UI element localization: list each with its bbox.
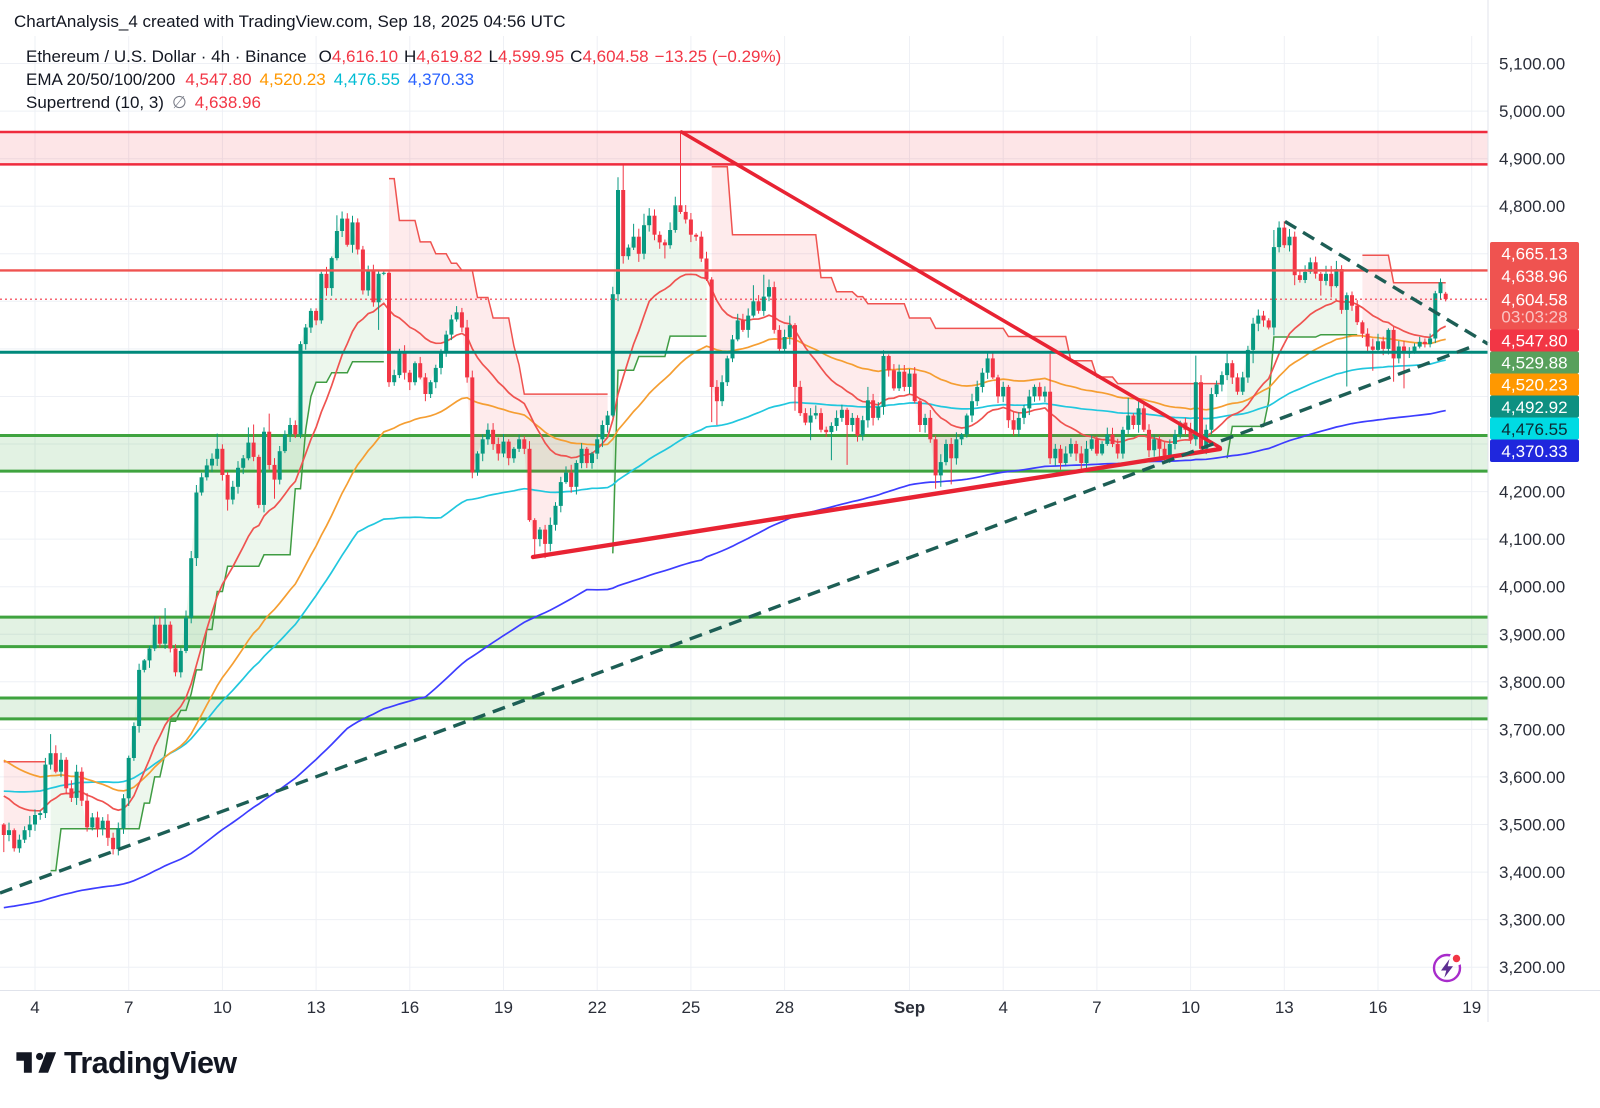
svg-text:03:03:28: 03:03:28 — [1501, 308, 1567, 327]
svg-text:22: 22 — [588, 998, 607, 1017]
svg-text:4,665.13: 4,665.13 — [1501, 245, 1567, 264]
svg-text:5,100.00: 5,100.00 — [1499, 55, 1565, 74]
svg-text:4,520.23: 4,520.23 — [1501, 376, 1567, 395]
svg-text:4,370.33: 4,370.33 — [1501, 442, 1567, 461]
svg-text:4,800.00: 4,800.00 — [1499, 197, 1565, 216]
svg-text:4,547.80: 4,547.80 — [1501, 332, 1567, 351]
svg-text:3,500.00: 3,500.00 — [1499, 816, 1565, 835]
svg-text:7: 7 — [124, 998, 133, 1017]
svg-text:5,000.00: 5,000.00 — [1499, 102, 1565, 121]
svg-text:Ethereum / U.S. Dollar · 4h ·: Ethereum / U.S. Dollar · 4h · Binance O4,… — [26, 47, 781, 66]
svg-text:7: 7 — [1092, 998, 1101, 1017]
svg-text:ChartAnalysis_4 created with T: ChartAnalysis_4 created with TradingView… — [14, 12, 566, 31]
svg-text:4,900.00: 4,900.00 — [1499, 150, 1565, 169]
svg-text:Supertrend (10, 3)∅4,638.96: Supertrend (10, 3) ∅ 4,638.96 — [26, 93, 261, 112]
svg-text:3,800.00: 3,800.00 — [1499, 673, 1565, 692]
svg-text:13: 13 — [307, 998, 326, 1017]
svg-text:10: 10 — [213, 998, 232, 1017]
svg-text:3,600.00: 3,600.00 — [1499, 768, 1565, 787]
svg-text:4,529.88: 4,529.88 — [1501, 354, 1567, 373]
svg-text:4,638.96: 4,638.96 — [1501, 267, 1567, 286]
svg-text:4: 4 — [30, 998, 39, 1017]
svg-text:Sep: Sep — [894, 998, 925, 1017]
svg-text:28: 28 — [775, 998, 794, 1017]
svg-text:3,300.00: 3,300.00 — [1499, 911, 1565, 930]
svg-text:4: 4 — [998, 998, 1007, 1017]
svg-text:4,100.00: 4,100.00 — [1499, 530, 1565, 549]
svg-text:3,700.00: 3,700.00 — [1499, 720, 1565, 739]
svg-text:3,900.00: 3,900.00 — [1499, 625, 1565, 644]
svg-text:4,604.58: 4,604.58 — [1501, 290, 1567, 309]
svg-text:16: 16 — [400, 998, 419, 1017]
svg-text:25: 25 — [681, 998, 700, 1017]
svg-text:13: 13 — [1275, 998, 1294, 1017]
svg-text:3,200.00: 3,200.00 — [1499, 958, 1565, 977]
svg-text:16: 16 — [1369, 998, 1388, 1017]
svg-text:3,400.00: 3,400.00 — [1499, 863, 1565, 882]
svg-text:4,492.92: 4,492.92 — [1501, 398, 1567, 417]
svg-text:4,200.00: 4,200.00 — [1499, 483, 1565, 502]
svg-text:4,000.00: 4,000.00 — [1499, 578, 1565, 597]
svg-text:19: 19 — [494, 998, 513, 1017]
svg-text:TradingView: TradingView — [64, 1046, 237, 1080]
svg-text:10: 10 — [1181, 998, 1200, 1017]
svg-text:19: 19 — [1462, 998, 1481, 1017]
svg-text:4,476.55: 4,476.55 — [1501, 420, 1567, 439]
